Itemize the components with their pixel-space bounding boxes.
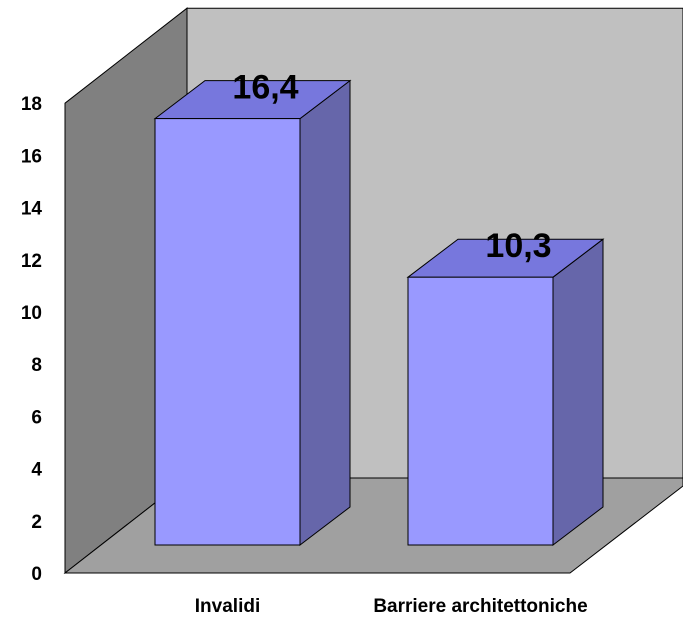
y-tick-label: 10 — [21, 303, 42, 324]
bar-front — [407, 276, 554, 546]
y-tick-label: 12 — [21, 251, 42, 272]
y-tick-label: 8 — [31, 355, 42, 376]
data-label: 10,3 — [485, 227, 551, 265]
x-category-label: Barriere architettoniche — [373, 596, 587, 617]
x-axis-labels: Invalidi Barriere architettoniche — [195, 596, 588, 617]
data-labels: 16,4 10,3 — [232, 69, 551, 266]
bar-series — [153, 79, 605, 547]
y-tick-label: 4 — [31, 460, 42, 481]
data-label: 16,4 — [232, 69, 298, 107]
bar-side — [299, 79, 351, 547]
x-category-label: Invalidi — [195, 596, 260, 617]
bar — [153, 79, 352, 547]
bar — [406, 238, 605, 547]
y-tick-label: 6 — [31, 407, 42, 428]
y-axis-ticks: 0 2 4 6 8 10 12 14 16 18 — [21, 94, 43, 585]
y-tick-label: 16 — [21, 146, 42, 167]
y-tick-label: 18 — [21, 94, 42, 115]
y-tick-label: 0 — [31, 564, 42, 585]
y-tick-label: 2 — [31, 512, 42, 533]
bar-front — [154, 118, 301, 546]
bar-side — [552, 238, 604, 547]
y-tick-label: 14 — [21, 199, 43, 220]
